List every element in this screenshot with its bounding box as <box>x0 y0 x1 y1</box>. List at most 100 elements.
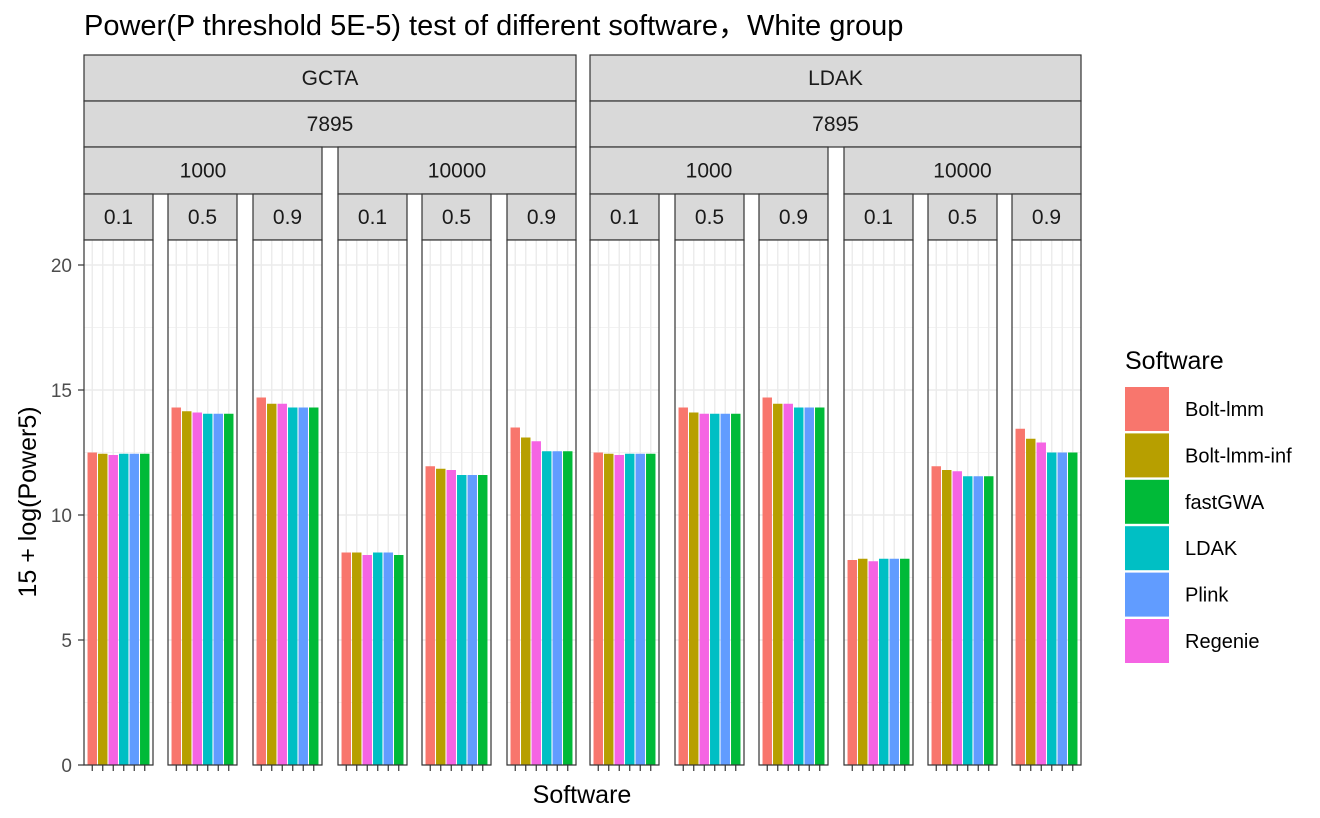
strip-h2-0-1-0-box <box>337 193 408 241</box>
bar-plink <box>129 453 139 765</box>
strip-h2-0-1-1-label: 0.5 <box>442 206 471 229</box>
bar-bolt-lmm-inf <box>267 403 277 765</box>
bar-regenie <box>277 403 287 765</box>
bar-plink <box>213 413 223 765</box>
strip-subgroup-0-box <box>83 100 577 148</box>
panel-0-1-0 <box>337 239 408 771</box>
bar-bolt-lmm-inf <box>858 558 868 765</box>
legend-key-ldak <box>1125 526 1169 571</box>
bar-regenie <box>531 441 541 765</box>
panel-0-0-1 <box>167 239 238 771</box>
panel-border <box>421 239 492 766</box>
bar-bolt-lmm <box>256 397 266 765</box>
bar-ldak <box>457 475 467 765</box>
panel-border <box>589 239 660 766</box>
strip-size-0-0-box <box>83 146 323 195</box>
bar-bolt-lmm <box>425 466 435 765</box>
bar-plink <box>298 407 308 765</box>
bar-regenie <box>868 561 878 765</box>
strip-h2-1-1-1-box <box>927 193 998 241</box>
bar-plink <box>635 453 645 765</box>
panel-1-1-0 <box>843 239 914 771</box>
bar-fastgwa <box>563 451 573 765</box>
legend-label-ldak: LDAK <box>1185 538 1238 560</box>
bar-bolt-lmm <box>847 560 857 765</box>
legend-key-regenie <box>1125 619 1169 663</box>
panel-border <box>758 239 829 766</box>
bar-bolt-lmm-inf <box>436 468 446 765</box>
strip-h2-1-0-1-label: 0.5 <box>695 206 724 229</box>
bar-fastgwa <box>984 476 994 765</box>
bar-bolt-lmm-inf <box>521 437 531 765</box>
strip-size-1-1-box <box>843 146 1082 195</box>
bar-bolt-lmm-inf <box>182 411 192 765</box>
legend-label-bolt-lmm: Bolt-lmm <box>1185 399 1264 421</box>
panel-border <box>927 239 998 766</box>
y-axis-title: 15 + log(Power5) <box>14 406 42 597</box>
bar-plink <box>1057 452 1067 765</box>
bar-ldak <box>710 413 720 765</box>
legend-key-fastgwa <box>1125 479 1169 524</box>
strip-h2-0-0-2-box <box>252 193 323 241</box>
bar-regenie <box>1036 442 1046 765</box>
panel-border <box>506 239 577 766</box>
y-tick-label: 20 <box>51 256 72 277</box>
chart-title: Power(P threshold 5E-5) test of differen… <box>84 10 903 42</box>
strip-subgroup-0-label: 7895 <box>307 113 354 136</box>
bar-ldak <box>963 476 973 765</box>
bar-regenie <box>952 471 962 765</box>
bar-regenie <box>446 470 456 765</box>
bar-bolt-lmm-inf <box>1026 438 1036 765</box>
strip-h2-1-0-0-box <box>589 193 660 241</box>
bar-ldak <box>1047 452 1057 765</box>
strip-h2-0-0-0-label: 0.1 <box>104 206 133 229</box>
bar-bolt-lmm-inf <box>689 412 699 765</box>
panel-1-1-2 <box>1011 239 1082 771</box>
bar-fastgwa <box>140 453 150 765</box>
strip-h2-1-1-0-box <box>843 193 914 241</box>
y-tick-label: 5 <box>61 631 72 652</box>
facet-strips: GCTA 7895 1000 0.1 0.5 0.9 10000 0.1 0.5 0.9 LDAK 7… <box>83 54 1082 241</box>
panel-1-0-1 <box>674 239 745 771</box>
bar-fastgwa <box>478 475 488 765</box>
bar-plink <box>973 476 983 765</box>
panel-border <box>674 239 745 766</box>
legend-key-plink <box>1125 572 1169 617</box>
panel-1-0-0 <box>589 239 660 771</box>
bar-ldak <box>288 407 298 765</box>
y-tick-label: 0 <box>61 756 72 777</box>
bar-fastgwa <box>309 407 319 765</box>
strip-h2-0-0-1-label: 0.5 <box>188 206 217 229</box>
bar-bolt-lmm-inf <box>942 470 952 765</box>
bar-regenie <box>192 412 202 765</box>
strip-h2-1-1-2-box <box>1011 193 1082 241</box>
strip-h2-1-0-2-label: 0.9 <box>779 206 808 229</box>
strip-h2-1-1-2-label: 0.9 <box>1032 206 1061 229</box>
strip-group-1-label: LDAK <box>808 67 863 90</box>
bar-bolt-lmm-inf <box>352 552 362 765</box>
bar-fastgwa <box>900 558 910 765</box>
bar-bolt-lmm-inf <box>604 453 614 765</box>
legend-label-regenie: Regenie <box>1185 631 1260 653</box>
strip-size-1-1-label: 10000 <box>933 160 991 183</box>
panel-0-0-0 <box>83 239 154 771</box>
strip-h2-0-1-0-label: 0.1 <box>358 206 387 229</box>
strip-h2-0-1-2-box <box>506 193 577 241</box>
strip-group-1-box <box>589 54 1082 102</box>
bar-fastgwa <box>646 453 656 765</box>
bar-bolt-lmm <box>341 552 351 765</box>
y-tick-label: 15 <box>51 381 72 402</box>
panel-border <box>83 239 154 766</box>
bar-bolt-lmm <box>87 452 97 765</box>
bar-plink <box>383 552 393 765</box>
bar-bolt-lmm <box>678 407 688 765</box>
strip-h2-1-0-2-box <box>758 193 829 241</box>
bar-fastgwa <box>815 407 825 765</box>
y-axis: 0 5 10 15 20 <box>51 256 84 777</box>
panel-border <box>337 239 408 766</box>
bar-bolt-lmm-inf <box>773 403 783 765</box>
strip-size-0-0-label: 1000 <box>180 160 227 183</box>
bar-fastgwa <box>394 555 404 765</box>
strip-subgroup-1-box <box>589 100 1082 148</box>
